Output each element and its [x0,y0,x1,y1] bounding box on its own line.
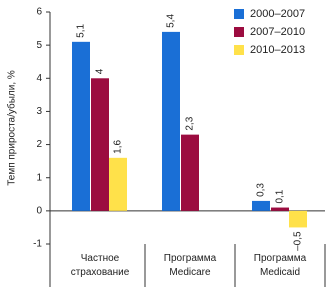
value-label: 2,3 [185,116,196,130]
value-label: –0,5 [293,231,304,251]
legend-swatch [234,45,244,55]
legend-label: 2000–2007 [250,8,305,20]
y-tick-label: 6 [36,7,42,18]
bar [162,31,180,211]
bar [181,134,199,211]
value-label: 5,4 [166,14,177,28]
value-label: 5,1 [76,23,87,37]
legend-swatch [234,9,244,19]
x-tick-label: Частное страхование [70,253,130,278]
bar [109,157,127,211]
legend-swatch [234,27,244,37]
y-tick-label: 5 [36,40,42,51]
y-tick-label: 1 [36,172,42,183]
y-axis-label: Темп прироста/убыли, % [6,70,18,186]
y-tick-label: -1 [33,239,42,250]
x-tick-label: Программа Medicaid [253,253,307,278]
y-tick-label: 0 [36,205,42,216]
value-label: 0,3 [256,183,267,197]
bar [91,78,109,211]
y-tick-label: 2 [36,139,42,150]
y-tick-label: 3 [36,106,42,117]
bar [271,207,289,211]
legend-label: 2007–2010 [250,26,305,38]
legend-label: 2010–2013 [250,44,305,56]
y-tick-label: 4 [36,73,42,84]
bar [289,210,307,228]
x-tick-label: Программа Medicare [163,253,217,278]
value-label: 4 [95,68,106,74]
bar [252,200,270,211]
bar [72,41,90,211]
value-label: 1,6 [113,139,124,153]
value-label: 0,1 [275,189,286,203]
